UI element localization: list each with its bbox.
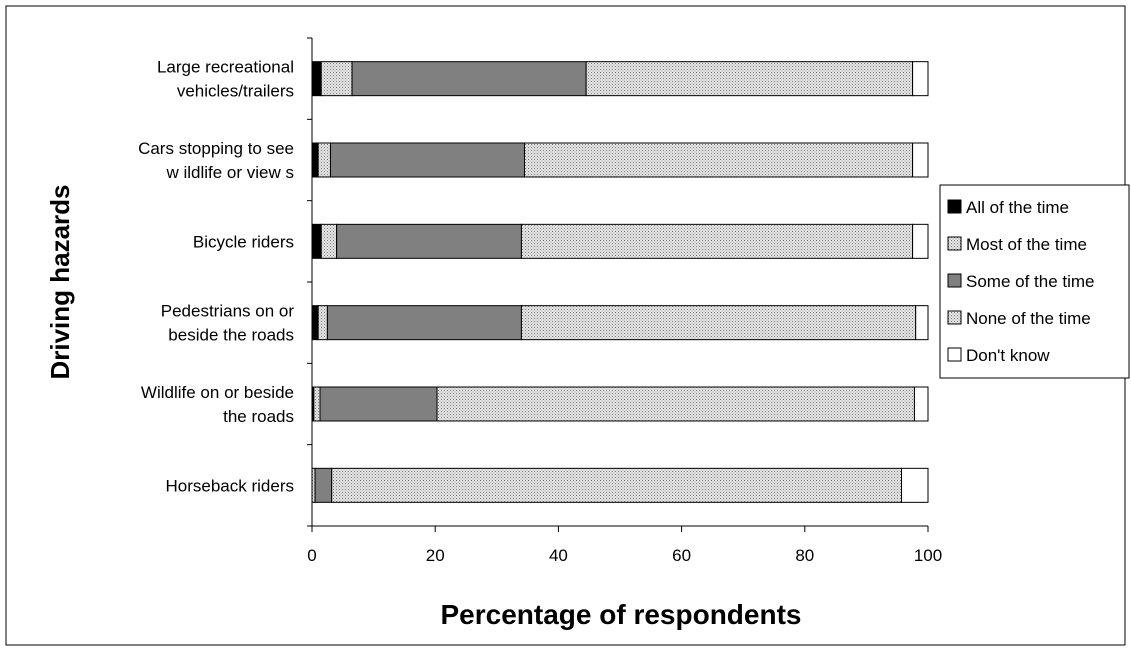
category-label-1-1: w ildlife or view s xyxy=(165,163,294,182)
bar-1-0 xyxy=(311,142,319,178)
bar-2-0 xyxy=(311,223,322,259)
bar-5-2 xyxy=(314,467,333,503)
x-tick-label-0: 0 xyxy=(307,546,316,565)
x-tick-label-2: 40 xyxy=(549,546,568,565)
legend-label-1: Most of the time xyxy=(966,235,1087,254)
bar-1-3 xyxy=(524,142,914,178)
category-label-2-0: Bicycle riders xyxy=(193,232,294,251)
x-tick-label-5: 100 xyxy=(914,546,942,565)
bar-0-1 xyxy=(320,61,353,97)
legend-label-0: All of the time xyxy=(966,198,1069,217)
legend-swatch-4 xyxy=(947,347,962,362)
bar-2-3 xyxy=(520,223,914,259)
bar-3-2 xyxy=(326,305,522,341)
legend-swatch-1 xyxy=(947,236,962,251)
category-label-5-0: Horseback riders xyxy=(166,476,295,495)
bar-0-2 xyxy=(351,61,587,97)
bar-4-3 xyxy=(436,386,915,422)
x-tick-label-1: 20 xyxy=(426,546,445,565)
bar-5-3 xyxy=(331,467,903,503)
bar-0-3 xyxy=(585,61,914,97)
bar-1-2 xyxy=(329,142,526,178)
bar-4-1 xyxy=(313,386,321,422)
legend-box xyxy=(939,184,1130,379)
legend-label-4: Don't know xyxy=(966,346,1050,365)
legend: All of the time Most of the time Some of t… xyxy=(939,184,1130,379)
bar-5-4 xyxy=(901,467,929,503)
category-label-0-0: Large recreational xyxy=(157,58,294,77)
category-label-3-0: Pedestrians on or xyxy=(161,302,295,321)
category-label-4-1: the roads xyxy=(223,407,294,426)
legend-label-2: Some of the time xyxy=(966,272,1095,291)
legend-label-3: None of the time xyxy=(966,309,1091,328)
category-label-3-1: beside the roads xyxy=(168,326,294,345)
bar-3-0 xyxy=(311,305,319,341)
bar-3-3 xyxy=(520,305,917,341)
category-label-1-0: Cars stopping to see xyxy=(138,139,294,158)
legend-swatch-3 xyxy=(947,310,962,325)
x-tick-label-4: 80 xyxy=(795,546,814,565)
category-label-4-0: Wildlife on or beside xyxy=(141,383,294,402)
legend-swatch-0 xyxy=(947,199,962,214)
bar-3-1 xyxy=(317,305,328,341)
category-label-0-1: vehicles/trailers xyxy=(177,82,294,101)
x-tick-label-3: 60 xyxy=(672,546,691,565)
bar-1-4 xyxy=(912,142,929,178)
bar-1-1 xyxy=(317,142,331,178)
bar-0-4 xyxy=(912,61,929,97)
bar-2-2 xyxy=(336,223,522,259)
x-axis-title: Percentage of respondents xyxy=(441,599,802,630)
bar-0-0 xyxy=(311,61,322,97)
legend-swatch-2 xyxy=(947,273,962,288)
bar-3-4 xyxy=(915,305,929,341)
bar-4-2 xyxy=(319,386,438,422)
bar-4-4 xyxy=(913,386,929,422)
plot-area: Large recreational vehicles/trailers Cars … xyxy=(138,37,942,565)
y-axis-title: Driving hazards xyxy=(45,184,75,379)
bar-2-1 xyxy=(320,223,338,259)
bar-2-4 xyxy=(912,223,929,259)
